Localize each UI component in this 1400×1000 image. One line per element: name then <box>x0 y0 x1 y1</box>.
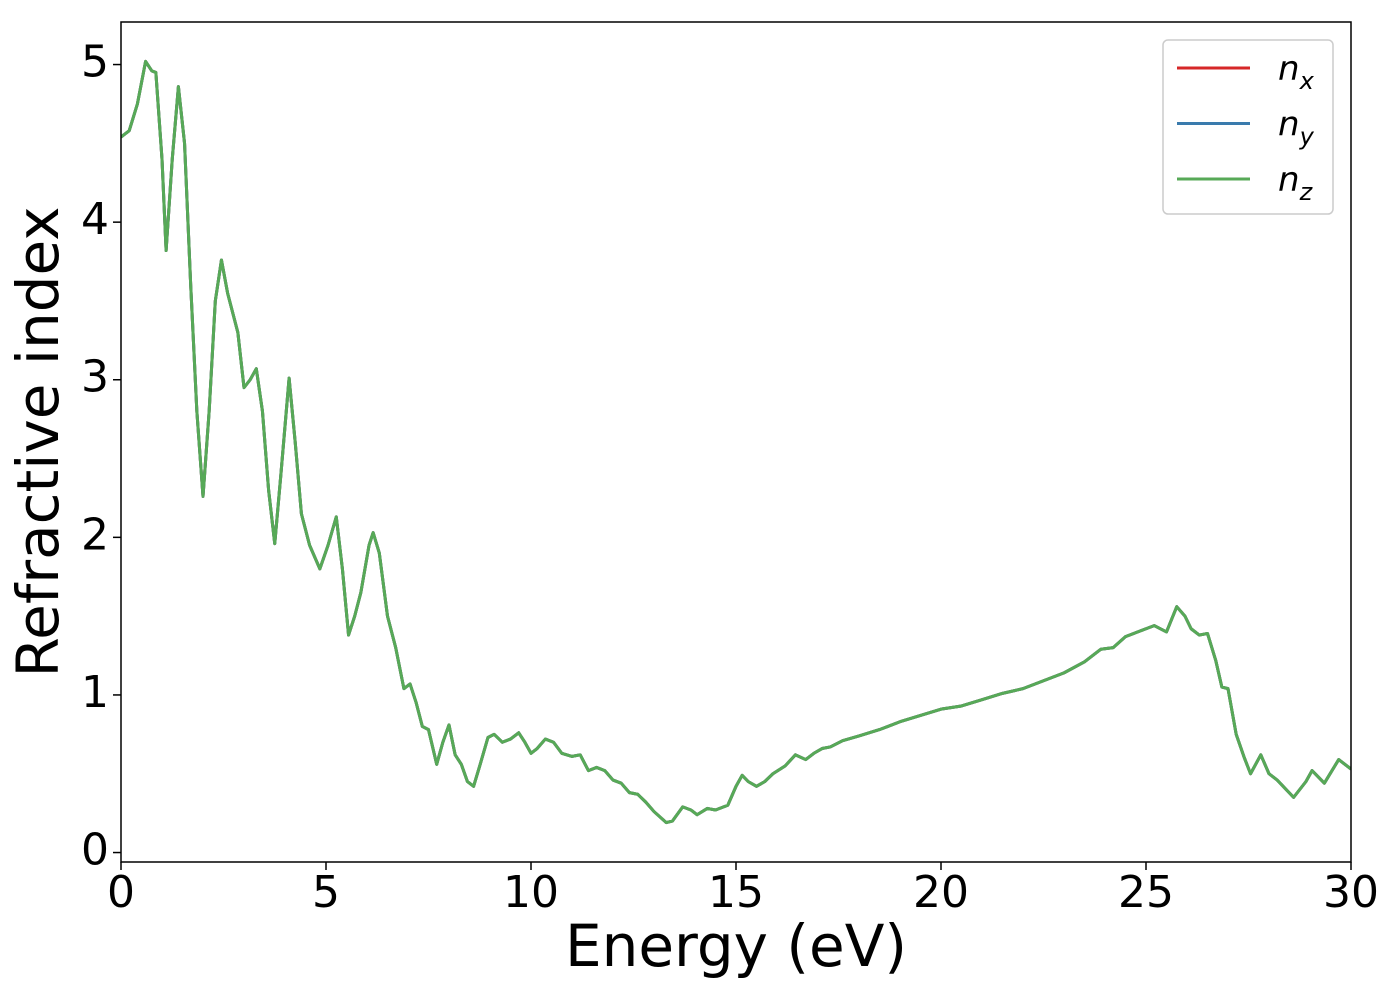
x-tick-label: 10 <box>503 867 559 918</box>
legend-label: ny <box>1278 105 1315 151</box>
legend-label: nx <box>1278 49 1315 95</box>
legend-label: nz <box>1278 160 1314 206</box>
x-tick-label: 0 <box>107 867 135 918</box>
x-axis-label: Energy (eV) <box>565 912 907 980</box>
legend-box <box>1162 39 1334 215</box>
x-tick-label: 25 <box>1118 867 1174 918</box>
x-tick-label: 30 <box>1323 867 1379 918</box>
y-axis-label: Refractive index <box>4 206 72 677</box>
plot-frame <box>120 21 1352 863</box>
line <box>121 59 1351 825</box>
y-tick-label: 5 <box>81 37 109 88</box>
y-tick-label: 0 <box>81 825 109 876</box>
y-tick-label: 1 <box>81 667 109 718</box>
x-tick-label: 5 <box>312 867 340 918</box>
x-tick-label: 15 <box>708 867 764 918</box>
x-tick-label: 20 <box>913 867 969 918</box>
y-tick-label: 3 <box>81 352 109 403</box>
y-tick-label: 2 <box>81 509 109 560</box>
y-tick-label: 4 <box>81 194 109 245</box>
